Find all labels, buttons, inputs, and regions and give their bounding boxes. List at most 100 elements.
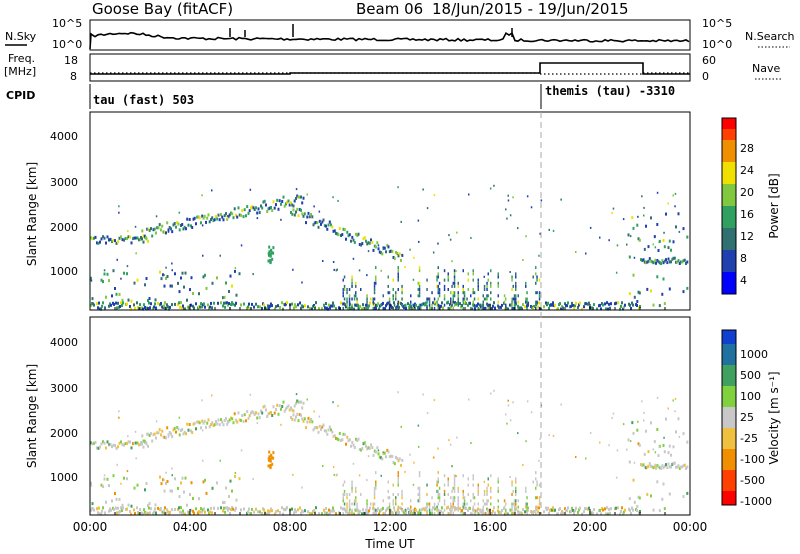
scatter-cell [491, 512, 493, 516]
scatter-cell [489, 392, 492, 395]
scatter-cell [395, 496, 397, 500]
scatter-cell [377, 449, 380, 452]
scatter-cell [506, 422, 508, 425]
scatter-cell [375, 245, 377, 249]
scatter-cell [350, 239, 352, 243]
scatter-cell [118, 205, 120, 208]
scatter-cell [418, 445, 420, 448]
scatter-cell [360, 243, 362, 247]
scatter-cell [201, 305, 203, 309]
scatter-cell [462, 300, 464, 304]
scatter-cell [535, 505, 537, 509]
scatter-cell [301, 212, 304, 216]
scatter-cell [512, 196, 514, 199]
scatter-cell [295, 210, 297, 214]
scatter-cell [400, 425, 402, 428]
scatter-cell [391, 306, 393, 309]
scatter-cell [233, 412, 236, 416]
scatter-cell [609, 511, 611, 515]
scatter-cell [298, 400, 301, 404]
scatter-cell [139, 238, 142, 242]
scatter-cell [453, 480, 456, 484]
scatter-cell [100, 483, 103, 487]
xtick-1200: 12:00 [373, 520, 408, 534]
scatter-cell [163, 304, 165, 308]
scatter-cell [522, 303, 524, 307]
scatter-cell [268, 253, 270, 257]
scatter-cell [462, 284, 464, 288]
scatter-cell [424, 508, 426, 512]
scatter-cell [390, 249, 392, 253]
scatter-cell [272, 246, 275, 250]
scatter-cell [417, 281, 419, 285]
scatter-cell [247, 305, 249, 309]
scatter-cell [179, 305, 181, 309]
scatter-cell [538, 297, 541, 301]
scatter-cell [385, 250, 387, 254]
scatter-cell [192, 304, 194, 308]
scatter-cell [384, 512, 386, 516]
scatter-cell [452, 281, 454, 285]
scatter-cell [212, 424, 215, 428]
scatter-cell [97, 511, 99, 515]
scatter-cell [666, 466, 669, 470]
scatter-cell [461, 304, 463, 307]
scatter-cell [470, 237, 472, 239]
scatter-cell [345, 237, 347, 241]
scatter-cell [299, 301, 301, 305]
scatter-cell [512, 284, 514, 288]
scatter-cell [540, 199, 543, 202]
scatter-cell [211, 306, 213, 310]
scatter-cell [665, 212, 667, 216]
scatter-cell [221, 215, 224, 219]
scatter-cell [139, 508, 141, 512]
scatter-cell [380, 456, 382, 460]
scatter-cell [346, 230, 349, 234]
scatter-cell [286, 405, 289, 409]
scatter-cell [505, 306, 507, 310]
scatter-cell [135, 457, 137, 460]
scatter-cell [291, 507, 293, 511]
scatter-cell [375, 303, 377, 307]
scatter-cell [527, 303, 529, 307]
scatter-cell [388, 502, 391, 506]
scatter-cell [665, 417, 667, 421]
scatter-cell [356, 439, 359, 442]
scatter-cell [377, 247, 380, 251]
scatter-cell [318, 424, 321, 428]
scatter-cell [217, 418, 220, 422]
scatter-cell [463, 297, 466, 301]
scatter-cell [210, 506, 212, 510]
scatter-cell [302, 401, 305, 405]
scatter-cell [392, 294, 394, 298]
scatter-cell [210, 301, 212, 305]
scatter-cell [246, 205, 249, 209]
scatter-cell [362, 237, 365, 241]
scatter-cell [147, 239, 149, 243]
scatter-cell [195, 302, 197, 306]
scatter-cell [335, 231, 337, 235]
scatter-cell [428, 303, 431, 307]
scatter-cell [410, 508, 412, 512]
scatter-cell [118, 441, 121, 445]
scatter-cell [357, 508, 359, 512]
scatter-cell [391, 249, 394, 253]
scatter-cell [243, 208, 246, 212]
scatter-cell [456, 231, 458, 234]
nsky-label: N.Sky [5, 30, 37, 43]
scatter-cell [325, 429, 327, 433]
scatter-cell [443, 489, 446, 493]
scatter-cell [234, 267, 237, 269]
scatter-cell [560, 307, 562, 311]
scatter-cell [426, 502, 428, 506]
scatter-cell [418, 303, 421, 307]
scatter-cell [599, 508, 601, 512]
scatter-cell [259, 510, 261, 514]
scatter-cell [337, 199, 339, 202]
scatter-cell [147, 227, 150, 231]
scatter-cell [382, 301, 384, 305]
scatter-cell [395, 306, 397, 310]
scatter-cell [219, 254, 221, 257]
scatter-cell [175, 225, 177, 229]
scatter-cell [424, 303, 426, 307]
